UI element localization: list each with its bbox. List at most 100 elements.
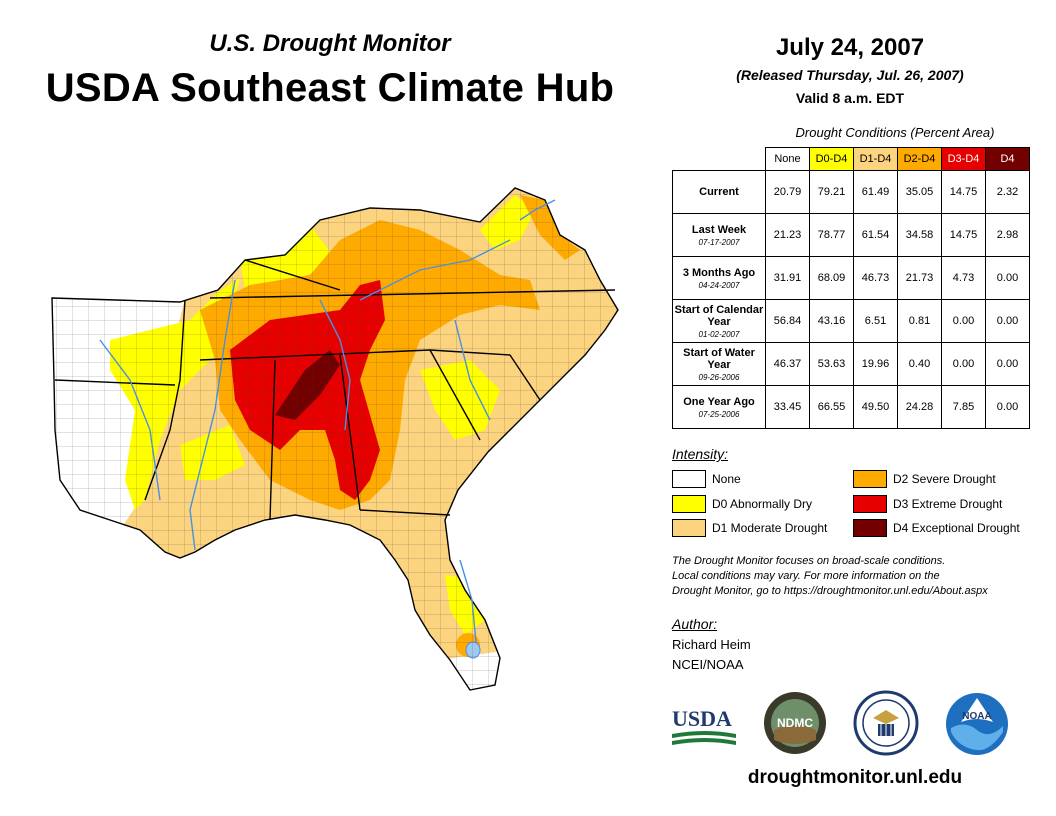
table-cell: 20.79 bbox=[765, 170, 810, 214]
row-label-cell: One Year Ago 07-25-2006 bbox=[672, 385, 766, 429]
table-cell: 21.73 bbox=[897, 256, 942, 300]
legend-swatch bbox=[672, 470, 706, 488]
row-label: One Year Ago bbox=[683, 395, 755, 408]
row-label-cell: Start of Calendar Year 01-02-2007 bbox=[672, 299, 766, 343]
legend-item-d3: D3 Extreme Drought bbox=[853, 495, 1002, 513]
legend-item-d2: D2 Severe Drought bbox=[853, 470, 996, 488]
legend-swatch bbox=[672, 495, 706, 513]
column-d3-d4: D3-D4 bbox=[941, 147, 986, 171]
column-d1-d4: D1-D4 bbox=[853, 147, 898, 171]
river-potomac bbox=[519, 199, 556, 221]
table-cell: 19.96 bbox=[853, 342, 898, 386]
river-ohio bbox=[359, 239, 511, 301]
column-none: None bbox=[765, 147, 810, 171]
state-line-ms-al bbox=[269, 359, 276, 521]
row-date: 04-24-2007 bbox=[698, 280, 740, 290]
row-date: 07-17-2007 bbox=[698, 237, 740, 247]
table-row: Current 20.79 79.21 61.49 35.05 14.75 2.32 bbox=[672, 170, 1030, 214]
table-row: Start of Calendar Year 01-02-2007 56.84 43.… bbox=[672, 299, 1030, 343]
legend-item-d4: D4 Exceptional Drought bbox=[853, 519, 1020, 537]
header-blank bbox=[673, 148, 766, 171]
state-line-ky bbox=[244, 259, 341, 291]
row-label: Last Week bbox=[691, 223, 747, 236]
county-grid bbox=[52, 188, 618, 690]
footer-url[interactable]: droughtmonitor.unl.edu bbox=[747, 767, 963, 788]
table-cell: 6.51 bbox=[853, 299, 898, 343]
disclaimer-note: The Drought Monitor focuses on broad-sca… bbox=[672, 554, 1042, 599]
table-cell: 33.45 bbox=[765, 385, 810, 429]
table-cell: 4.73 bbox=[941, 256, 986, 300]
legend-label: D3 Extreme Drought bbox=[893, 497, 1003, 511]
table-cell: 46.73 bbox=[853, 256, 898, 300]
column-d0-d4: D0-D4 bbox=[809, 147, 854, 171]
table-cell: 21.23 bbox=[765, 213, 810, 257]
legend-swatch bbox=[672, 519, 706, 537]
row-label: Start of Calendar Year bbox=[674, 303, 764, 328]
table-cell: 0.00 bbox=[985, 256, 1030, 300]
row-label: 3 Months Ago bbox=[682, 266, 756, 279]
state-line-arkansas bbox=[144, 299, 186, 501]
table-cell: 2.98 bbox=[985, 213, 1030, 257]
table-cell: 31.91 bbox=[765, 256, 810, 300]
state-line-ga-fl bbox=[359, 509, 451, 516]
noaa-logo: NOAA bbox=[946, 693, 1008, 755]
table-cell: 35.05 bbox=[897, 170, 942, 214]
row-label: Current bbox=[699, 186, 739, 198]
table-cell: 24.28 bbox=[897, 385, 942, 429]
table-cell: 0.00 bbox=[985, 299, 1030, 343]
subtitle: U.S. Drought Monitor bbox=[209, 30, 451, 57]
state-line-tn-north bbox=[209, 289, 616, 299]
drought-conditions-table: None D0-D4 D1-D4 D2-D4 D3-D4 D4 Current 2… bbox=[672, 147, 1030, 429]
table-cell: 61.49 bbox=[853, 170, 898, 214]
note-line: Drought Monitor, go to https://droughtmo… bbox=[672, 585, 988, 597]
table-cell: 46.37 bbox=[765, 342, 810, 386]
usda-logo-text: USDA bbox=[672, 706, 732, 731]
state-line-ga-sc bbox=[429, 349, 481, 441]
river-mississippi bbox=[189, 279, 236, 551]
map-land bbox=[52, 188, 618, 690]
table-cell: 0.40 bbox=[897, 342, 942, 386]
legend-title: Intensity: bbox=[672, 446, 729, 462]
river-kissimmee bbox=[459, 559, 477, 643]
table-cell: 68.09 bbox=[809, 256, 854, 300]
state-line-ar-la bbox=[54, 379, 176, 386]
state-line-tn-south bbox=[199, 349, 541, 401]
page-title: USDA Southeast Climate Hub bbox=[45, 66, 615, 110]
table-cell: 0.00 bbox=[985, 342, 1030, 386]
legend-item-none: None bbox=[672, 470, 741, 488]
legend-label: D4 Exceptional Drought bbox=[893, 521, 1020, 535]
table-cell: 2.32 bbox=[985, 170, 1030, 214]
table-cell: 0.00 bbox=[941, 342, 986, 386]
drought-map bbox=[51, 187, 619, 691]
author-name: Richard Heim bbox=[672, 637, 751, 652]
legend-item-d1: D1 Moderate Drought bbox=[672, 519, 827, 537]
legend-swatch bbox=[853, 495, 887, 513]
map-date: July 24, 2007 bbox=[775, 34, 925, 61]
row-label-cell: Current bbox=[672, 170, 766, 214]
row-label-cell: Start of Water Year 09-26-2006 bbox=[672, 342, 766, 386]
table-cell: 53.63 bbox=[809, 342, 854, 386]
note-line: The Drought Monitor focuses on broad-sca… bbox=[672, 555, 946, 567]
state-line-al-ga bbox=[339, 354, 361, 511]
table-header-row: None D0-D4 D1-D4 D2-D4 D3-D4 D4 bbox=[673, 147, 1030, 171]
table-caption: Drought Conditions (Percent Area) bbox=[795, 125, 995, 140]
column-d4: D4 bbox=[985, 147, 1030, 171]
table-cell: 56.84 bbox=[765, 299, 810, 343]
legend-label: D1 Moderate Drought bbox=[712, 521, 828, 535]
table-cell: 7.85 bbox=[941, 385, 986, 429]
table-cell: 34.58 bbox=[897, 213, 942, 257]
ndmc-logo-text: NDMC bbox=[777, 716, 813, 730]
legend-label: None bbox=[712, 472, 741, 486]
row-label-cell: 3 Months Ago 04-24-2007 bbox=[672, 256, 766, 300]
release-date: (Released Thursday, Jul. 26, 2007) bbox=[736, 67, 964, 83]
river-savannah bbox=[454, 319, 491, 421]
legend-label: D0 Abnormally Dry bbox=[712, 497, 813, 511]
row-label: Start of Water Year bbox=[683, 346, 755, 371]
river-arkansas bbox=[99, 339, 161, 501]
table-row: Start of Water Year 09-26-2006 46.37 53.63 1… bbox=[672, 342, 1030, 386]
valid-time: Valid 8 a.m. EDT bbox=[795, 90, 905, 106]
table-cell: 14.75 bbox=[941, 170, 986, 214]
table-row: Last Week 07-17-2007 21.23 78.77 61.54 34.58 1… bbox=[672, 213, 1030, 257]
table-cell: 0.81 bbox=[897, 299, 942, 343]
note-line: Local conditions may vary. For more info… bbox=[672, 570, 940, 582]
